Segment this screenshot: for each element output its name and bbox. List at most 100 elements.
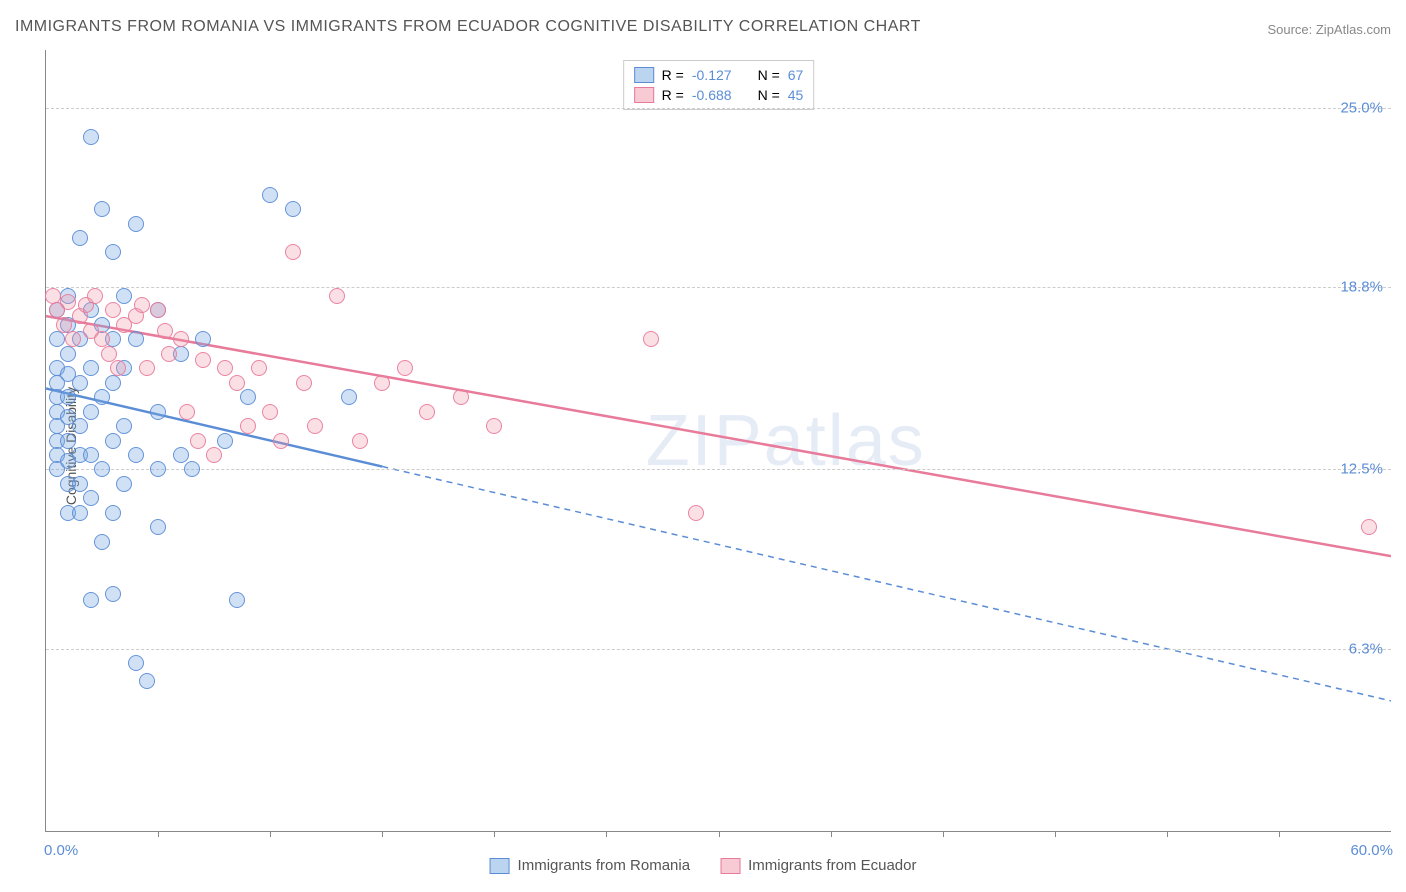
scatter-point [150,461,166,477]
scatter-point [116,288,132,304]
r-value: -0.688 [692,87,732,103]
scatter-point [161,346,177,362]
scatter-point [179,404,195,420]
scatter-point [195,331,211,347]
n-value: 67 [788,67,804,83]
scatter-point [262,187,278,203]
scatter-point [397,360,413,376]
x-tick-mark [494,831,495,837]
scatter-point [83,592,99,608]
gridline [46,469,1391,470]
x-tick-label: 0.0% [44,842,78,859]
scatter-point [116,418,132,434]
scatter-point [139,673,155,689]
x-tick-mark [831,831,832,837]
scatter-point [273,433,289,449]
scatter-point [105,244,121,260]
scatter-point [83,490,99,506]
scatter-point [72,230,88,246]
legend-item-romania: Immigrants from Romania [490,857,691,874]
r-label: R = [662,67,684,83]
scatter-point [262,404,278,420]
scatter-point [65,331,81,347]
scatter-point [374,375,390,391]
scatter-point [190,433,206,449]
legend-item-ecuador: Immigrants from Ecuador [720,857,916,874]
scatter-point [139,360,155,376]
scatter-point [285,244,301,260]
swatch-blue-icon [634,67,654,83]
scatter-point [229,375,245,391]
y-tick-label: 6.3% [1349,640,1383,657]
scatter-point [157,323,173,339]
scatter-point [105,586,121,602]
swatch-pink-icon [634,87,654,103]
scatter-point [72,476,88,492]
x-tick-mark [606,831,607,837]
scatter-point [184,461,200,477]
scatter-point [101,346,117,362]
scatter-point [285,201,301,217]
scatter-point [60,389,76,405]
gridline [46,649,1391,650]
chart-title: IMMIGRANTS FROM ROMANIA VS IMMIGRANTS FR… [15,18,921,36]
scatter-point [94,201,110,217]
scatter-point [49,331,65,347]
scatter-point [60,346,76,362]
gridline [46,108,1391,109]
scatter-point [134,297,150,313]
legend-label: Immigrants from Ecuador [748,857,916,874]
scatter-point [60,433,76,449]
scatter-point [688,505,704,521]
scatter-point [94,534,110,550]
scatter-point [453,389,469,405]
gridline [46,287,1391,288]
legend-series: Immigrants from Romania Immigrants from … [490,857,917,874]
source-label: Source: ZipAtlas.com [1267,22,1391,37]
scatter-point [150,302,166,318]
scatter-point [173,331,189,347]
scatter-point [206,447,222,463]
scatter-point [105,375,121,391]
scatter-point [173,447,189,463]
scatter-point [1361,519,1377,535]
swatch-blue-icon [490,858,510,874]
scatter-point [195,352,211,368]
x-tick-mark [1055,831,1056,837]
scatter-point [240,389,256,405]
chart-container: IMMIGRANTS FROM ROMANIA VS IMMIGRANTS FR… [0,0,1406,892]
legend-stats-box: R = -0.127 N = 67 R = -0.688 N = 45 [623,60,815,110]
scatter-point [307,418,323,434]
scatter-point [94,461,110,477]
scatter-point [83,129,99,145]
scatter-point [105,433,121,449]
scatter-point [296,375,312,391]
scatter-point [329,288,345,304]
scatter-point [72,418,88,434]
scatter-point [83,404,99,420]
scatter-point [128,331,144,347]
n-label: N = [758,87,780,103]
legend-label: Immigrants from Romania [518,857,691,874]
scatter-point [128,216,144,232]
scatter-point [110,360,126,376]
scatter-point [60,294,76,310]
n-value: 45 [788,87,804,103]
r-label: R = [662,87,684,103]
scatter-point [72,505,88,521]
y-tick-label: 25.0% [1340,99,1383,116]
scatter-point [217,433,233,449]
scatter-point [116,476,132,492]
x-tick-mark [382,831,383,837]
plot-area: R = -0.127 N = 67 R = -0.688 N = 45 ZIPa… [45,50,1391,832]
x-tick-mark [943,831,944,837]
scatter-point [72,375,88,391]
scatter-point [105,505,121,521]
scatter-point [217,360,233,376]
x-tick-mark [270,831,271,837]
scatter-point [150,404,166,420]
scatter-point [83,447,99,463]
x-tick-mark [719,831,720,837]
legend-stats-row: R = -0.688 N = 45 [634,85,804,105]
scatter-point [486,418,502,434]
